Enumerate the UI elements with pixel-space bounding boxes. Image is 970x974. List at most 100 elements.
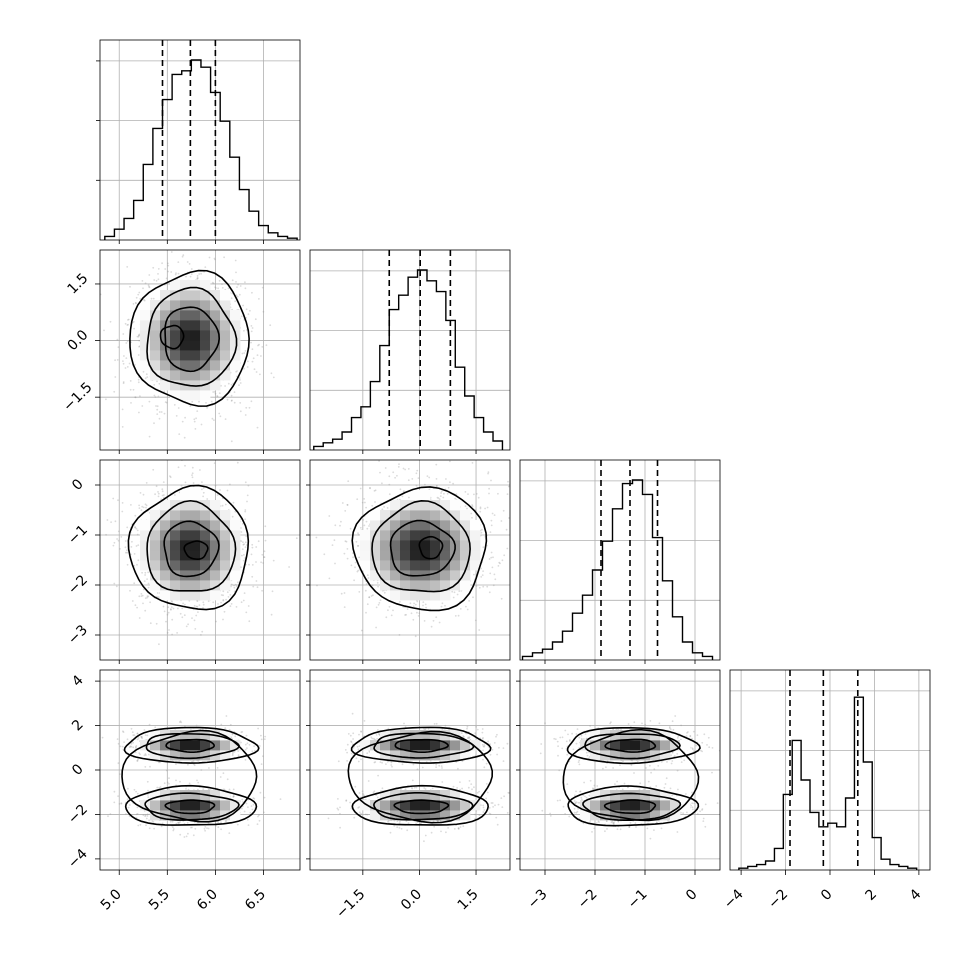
sample-point — [478, 497, 480, 499]
sample-point — [191, 401, 193, 403]
sample-point — [200, 769, 202, 771]
sample-point — [159, 418, 161, 420]
sample-point — [181, 485, 183, 487]
sample-point — [197, 275, 199, 277]
sample-point — [193, 418, 195, 420]
sample-point — [482, 570, 484, 572]
sample-point — [399, 634, 401, 636]
sample-point — [246, 803, 248, 805]
sample-point — [118, 531, 120, 533]
sample-point — [216, 395, 218, 397]
sample-point — [344, 510, 346, 512]
sample-point — [249, 812, 251, 814]
sample-point — [239, 377, 241, 379]
sample-point — [449, 461, 451, 463]
sample-point — [139, 507, 141, 509]
density-bin — [190, 340, 200, 350]
sample-point — [472, 596, 474, 598]
sample-point — [231, 603, 233, 605]
sample-point — [117, 359, 119, 361]
sample-point — [178, 273, 180, 275]
sample-point — [223, 772, 225, 774]
sample-point — [147, 572, 149, 574]
sample-point — [147, 813, 149, 815]
sample-point — [259, 820, 261, 822]
density-bin — [220, 540, 230, 550]
sample-point — [412, 619, 414, 621]
sample-point — [228, 832, 230, 834]
density-bin — [140, 540, 150, 550]
sample-point — [233, 585, 235, 587]
sample-point — [360, 488, 362, 490]
sample-point — [357, 571, 359, 573]
density-bin — [170, 350, 180, 360]
sample-point — [239, 379, 241, 381]
sample-point — [222, 600, 224, 602]
density-bin — [200, 290, 210, 300]
sample-point — [246, 735, 248, 737]
density-bin — [400, 540, 410, 550]
sample-point — [262, 287, 264, 289]
sample-point — [243, 560, 245, 562]
sample-point — [217, 494, 219, 496]
sample-point — [350, 528, 352, 530]
sample-point — [151, 298, 153, 300]
sample-point — [262, 755, 264, 757]
sample-point — [362, 519, 364, 521]
sample-point — [224, 611, 226, 613]
density-bin — [170, 530, 180, 540]
sample-point — [256, 580, 258, 582]
sample-point — [164, 268, 166, 270]
sample-point — [493, 584, 495, 586]
sample-point — [241, 799, 243, 801]
sample-point — [187, 623, 189, 625]
sample-point — [158, 268, 160, 270]
sample-point — [377, 586, 379, 588]
sample-point — [273, 377, 275, 379]
sample-point — [342, 502, 344, 504]
density-bin — [370, 510, 380, 520]
sample-point — [153, 279, 155, 281]
sample-point — [261, 554, 263, 556]
density-bin — [200, 310, 210, 320]
sample-point — [244, 509, 246, 511]
sample-point — [387, 609, 389, 611]
sample-point — [137, 825, 139, 827]
sample-point — [362, 502, 364, 504]
sample-point — [422, 605, 424, 607]
sample-point — [116, 538, 118, 540]
density-bin — [190, 330, 200, 340]
density-bin — [470, 540, 480, 550]
sample-point — [271, 372, 273, 374]
sample-point — [424, 620, 426, 622]
sample-point — [217, 287, 219, 289]
sample-point — [211, 401, 213, 403]
sample-point — [438, 497, 440, 499]
sample-point — [475, 620, 477, 622]
sample-point — [361, 630, 363, 632]
sample-point — [141, 506, 143, 508]
sample-point — [252, 547, 254, 549]
sample-point — [232, 516, 234, 518]
sample-point — [439, 622, 441, 624]
sample-point — [232, 796, 234, 798]
sample-point — [191, 273, 193, 275]
sample-point — [378, 604, 380, 606]
sample-point — [251, 750, 253, 752]
sample-point — [398, 466, 400, 468]
density-bin — [140, 350, 150, 360]
sample-point — [243, 368, 245, 370]
sample-point — [258, 540, 260, 542]
sample-point — [245, 414, 247, 416]
density-bin — [220, 510, 230, 520]
sample-point — [235, 584, 237, 586]
sample-point — [248, 605, 250, 607]
sample-point — [198, 401, 200, 403]
sample-point — [400, 488, 402, 490]
sample-point — [240, 410, 242, 412]
density-bin — [180, 350, 190, 360]
sample-point — [243, 600, 245, 602]
sample-point — [260, 561, 262, 563]
sample-point — [248, 485, 250, 487]
sample-point — [248, 313, 250, 315]
